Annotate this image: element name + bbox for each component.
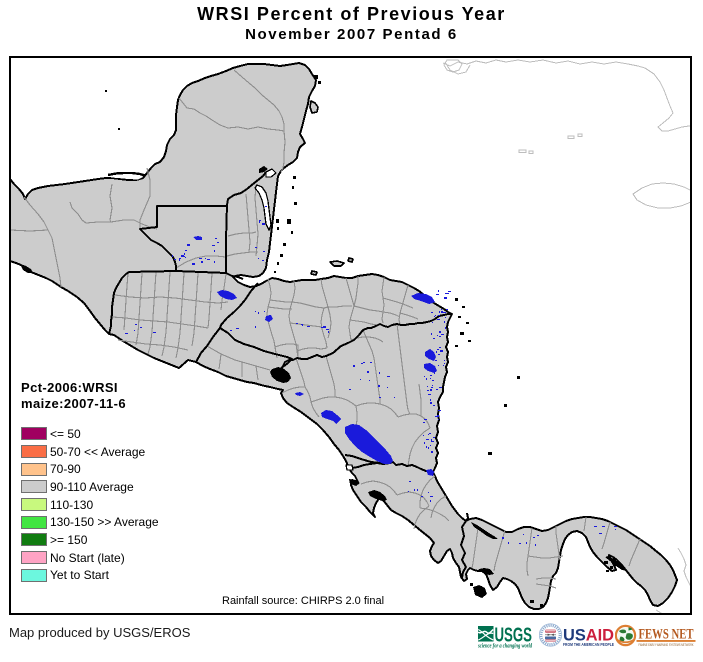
svg-text:FROM THE AMERICAN PEOPLE: FROM THE AMERICAN PEOPLE (563, 642, 614, 647)
svg-text:FAMINE EARLY WARNING SYSTEMS N: FAMINE EARLY WARNING SYSTEMS NETWORK (639, 643, 694, 647)
svg-text:USGS: USGS (495, 625, 533, 647)
svg-text:FEWS NET: FEWS NET (639, 627, 694, 643)
svg-text:science for a changing world: science for a changing world (477, 644, 533, 650)
svg-text:USAID: USAID (563, 627, 614, 645)
